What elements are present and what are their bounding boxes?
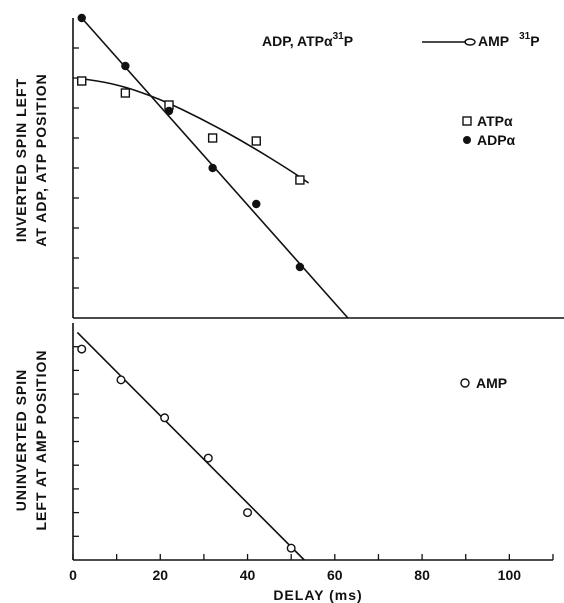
data-point-ADPα (252, 199, 261, 209)
title-left-sup: 31 (333, 31, 345, 42)
title-right-sup: 31 (519, 31, 531, 42)
data-point-AMP (286, 543, 296, 553)
title-left: ADP, ATPα (262, 33, 333, 49)
data-point-ATPα (120, 88, 131, 98)
fit-line-AMP (76, 331, 305, 561)
bottom-legend: AMP (460, 375, 507, 391)
data-point-AMP (116, 375, 126, 385)
top-legend: ATPα ADPα (462, 113, 516, 148)
legend-label-atp: ATPα (477, 113, 513, 129)
bottom-panel: 0 20 40 60 80 100 (69, 323, 554, 583)
bottom-ylabel-line2: LEFT AT AMP POSITION (33, 350, 49, 531)
x-axis-label: DELAY (ms) (273, 587, 362, 603)
top-ylabel-line1: INVERTED SPIN LEFT (13, 78, 29, 242)
x-tick-label: 80 (414, 567, 430, 583)
svg-text:ADP, ATPα31P: ADP, ATPα31P (262, 31, 353, 49)
legend-marker-atp (462, 116, 472, 126)
title-right: AMP (478, 33, 509, 49)
data-point-ADPα (77, 13, 86, 23)
data-point-ADPα (121, 61, 130, 71)
x-tick-label: 0 (69, 567, 77, 583)
title-left-p: P (344, 33, 353, 49)
top-title: ADP, ATPα31P AMP 31P (262, 31, 540, 49)
x-tick-label: 100 (498, 567, 522, 583)
data-point-ATPα (207, 133, 218, 143)
data-point-AMP (77, 344, 87, 354)
data-point-ATPα (77, 76, 87, 86)
data-point-ATPα (295, 175, 305, 185)
bottom-ylabel-line1: UNINVERTED SPIN (13, 369, 29, 512)
legend-label-amp: AMP (476, 375, 507, 391)
title-right-p: P (530, 33, 539, 49)
data-point-AMP (203, 453, 213, 463)
data-point-ATPα (251, 136, 261, 146)
legend-marker-adp (463, 136, 471, 144)
data-point-ADPα (295, 262, 305, 272)
legend-label-adp: ADPα (477, 132, 516, 148)
x-tick-label: 60 (327, 567, 343, 583)
x-tick-label: 20 (152, 567, 168, 583)
x-tick-label: 40 (240, 567, 256, 583)
data-point-ADPα (208, 163, 217, 173)
fit-line-ATPα (77, 77, 310, 184)
top-ylabel-line2: AT ADP, ATP POSITION (33, 73, 49, 247)
title-arrow-head (464, 38, 476, 46)
data-point-AMP (160, 413, 170, 423)
data-point-ADPα (164, 106, 174, 116)
legend-marker-amp (460, 378, 470, 388)
data-point-AMP (243, 508, 253, 518)
top-panel (72, 13, 564, 319)
